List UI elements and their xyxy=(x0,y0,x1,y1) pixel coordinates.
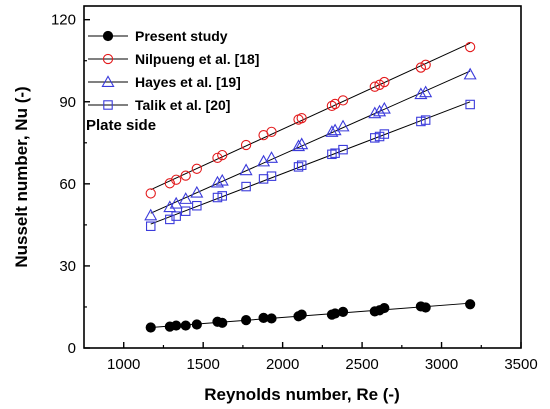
data-point-series-3-19 xyxy=(420,115,431,125)
data-point-series-2-10 xyxy=(291,139,306,152)
y-tick-label-4: 120 xyxy=(51,12,76,29)
data-point-series-0-2 xyxy=(171,320,182,331)
y-tick-label-1: 30 xyxy=(59,258,76,275)
data-point-series-3-3 xyxy=(180,206,191,216)
data-point-series-0-20 xyxy=(465,299,476,310)
legend-label-1: Nilpueng et al. [18] xyxy=(135,51,259,67)
annotation-plate-side: Plate side xyxy=(86,117,156,134)
data-point-series-1-14 xyxy=(337,95,349,106)
data-point-series-2-14 xyxy=(336,119,350,132)
data-point-series-3-2 xyxy=(171,211,181,221)
legend-marker-1 xyxy=(102,53,114,65)
data-point-series-2-6 xyxy=(215,173,229,186)
data-point-series-2-3 xyxy=(179,192,193,204)
data-point-series-2-12 xyxy=(325,125,339,137)
data-point-series-1-19 xyxy=(420,59,431,70)
data-point-series-2-9 xyxy=(264,151,279,163)
y-tick-label-0: 0 xyxy=(68,340,76,357)
data-point-series-2-7 xyxy=(239,163,253,176)
data-point-series-3-16 xyxy=(374,131,385,142)
y-tick-label-3: 90 xyxy=(59,94,76,111)
y-axis-title: Nusselt number, Nu (-) xyxy=(12,86,31,267)
data-point-series-3-12 xyxy=(327,149,337,160)
data-point-series-2-20 xyxy=(463,67,477,80)
data-point-series-3-6 xyxy=(217,191,228,201)
legend-marker-2 xyxy=(101,75,115,88)
data-point-series-3-20 xyxy=(465,99,475,110)
data-point-series-3-10 xyxy=(293,162,304,172)
data-point-series-0-4 xyxy=(191,319,202,330)
data-point-series-1-6 xyxy=(217,149,228,161)
data-point-series-1-2 xyxy=(171,174,182,185)
data-point-series-2-17 xyxy=(377,101,391,114)
data-point-series-1-9 xyxy=(266,126,277,138)
data-point-series-0-9 xyxy=(266,313,277,324)
data-point-series-2-18 xyxy=(414,87,428,100)
data-point-series-1-12 xyxy=(326,100,338,112)
legend-label-2: Hayes et al. [19] xyxy=(135,74,241,90)
data-point-series-1-15 xyxy=(369,81,380,92)
data-point-series-1-1 xyxy=(164,178,175,189)
axis-ticks: 1000 1500 2000 2500 3000 3500 0 30 60 90 120 xyxy=(51,12,538,373)
fit-line-series-1 xyxy=(150,42,471,191)
data-point-series-2-11 xyxy=(295,137,309,150)
data-point-series-2-19 xyxy=(419,85,433,98)
data-points xyxy=(144,41,477,333)
x-axis-title: Reynolds number, Re (-) xyxy=(204,385,400,404)
data-point-series-0-7 xyxy=(240,314,252,326)
data-point-series-1-4 xyxy=(191,163,202,174)
legend: Present study Nilpueng et al. [18] Hayes e… xyxy=(88,28,259,113)
data-point-series-0-11 xyxy=(296,309,307,320)
data-point-series-0-6 xyxy=(217,317,228,328)
data-point-series-2-1 xyxy=(163,200,177,213)
data-point-series-0-19 xyxy=(420,302,431,313)
x-tick-label-4: 3000 xyxy=(425,356,458,373)
plot-area xyxy=(83,5,522,349)
data-point-series-0-0 xyxy=(145,322,156,333)
data-point-series-3-17 xyxy=(379,129,390,139)
data-point-series-3-1 xyxy=(165,214,175,225)
data-point-series-3-18 xyxy=(416,116,426,127)
data-point-series-2-15 xyxy=(368,106,382,119)
data-point-series-0-17 xyxy=(379,302,390,314)
data-point-series-0-3 xyxy=(180,320,191,331)
x-tick-label-2: 2000 xyxy=(266,356,299,373)
data-point-series-2-5 xyxy=(210,175,225,188)
data-point-series-3-5 xyxy=(212,192,223,203)
data-point-series-3-14 xyxy=(338,144,348,155)
data-point-series-1-17 xyxy=(379,76,390,88)
y-tick-label-2: 60 xyxy=(59,176,76,193)
data-point-series-3-0 xyxy=(145,221,156,231)
data-point-series-2-0 xyxy=(144,208,158,221)
legend-label-3: Talik et al. [20] xyxy=(135,97,230,113)
data-point-series-1-0 xyxy=(145,188,156,199)
data-point-series-3-9 xyxy=(266,171,277,181)
data-point-series-3-15 xyxy=(370,133,380,143)
data-point-series-2-2 xyxy=(169,196,183,209)
data-point-series-3-7 xyxy=(241,181,251,192)
data-point-series-2-16 xyxy=(373,104,387,117)
data-point-series-3-11 xyxy=(296,160,307,170)
data-point-series-1-11 xyxy=(296,113,307,124)
x-tick-label-3: 2500 xyxy=(345,356,378,373)
x-tick-label-1: 1500 xyxy=(186,356,219,373)
data-point-series-1-3 xyxy=(180,170,191,181)
data-point-series-0-14 xyxy=(337,306,349,317)
x-tick-label-5: 3500 xyxy=(504,356,537,373)
legend-label-0: Present study xyxy=(135,28,228,44)
data-point-series-3-4 xyxy=(192,200,202,211)
legend-marker-3 xyxy=(103,100,113,110)
data-point-series-2-4 xyxy=(190,185,204,198)
data-point-series-1-20 xyxy=(464,41,476,53)
data-point-series-1-7 xyxy=(240,139,252,151)
x-tick-label-0: 1000 xyxy=(107,356,140,373)
legend-marker-0 xyxy=(102,30,114,42)
